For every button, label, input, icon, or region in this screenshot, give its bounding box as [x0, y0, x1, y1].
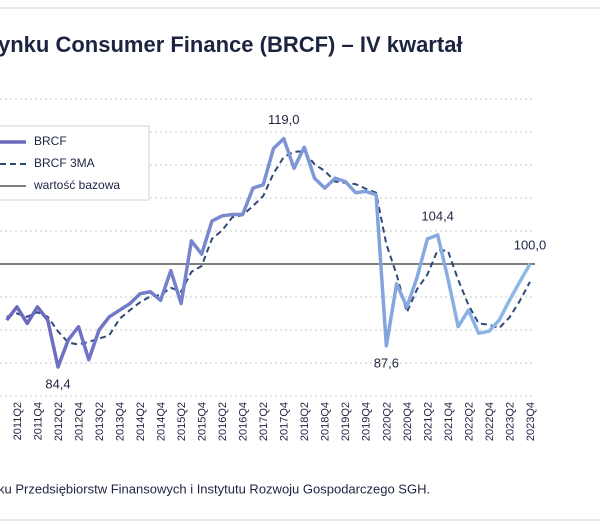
x-tick-label: 2023Q2	[504, 402, 516, 441]
x-tick-label: 2011Q4	[32, 402, 44, 440]
x-tick-label: 2013Q4	[114, 402, 126, 441]
x-tick-label: 2017Q2	[258, 402, 270, 441]
x-tick-label: 2023Q4	[525, 402, 537, 441]
x-tick-label: 2016Q4	[238, 402, 250, 441]
x-tick-label: 2017Q4	[279, 402, 291, 441]
x-tick-label: 2018Q4	[320, 402, 332, 441]
legend-label: BRCF 3MA	[34, 156, 95, 170]
x-tick-label: 2011Q2	[12, 402, 24, 440]
value-label: 104,4	[421, 208, 454, 223]
value-label: 84,4	[45, 376, 70, 391]
x-tick-label: 2019Q4	[361, 402, 373, 441]
x-tick-label: 2021Q4	[443, 402, 455, 441]
x-tick-label: 2014Q2	[135, 402, 147, 441]
value-label: 100,0	[514, 237, 547, 252]
value-label: 87,6	[374, 355, 399, 370]
x-tick-label: 2020Q2	[381, 402, 393, 441]
legend-label: wartość bazowa	[33, 178, 120, 192]
source: ku Przedsiębiorstw Finansowych i Instytu…	[0, 481, 430, 496]
x-tick-label: 2021Q2	[422, 402, 434, 441]
x-tick-label: 2015Q4	[197, 402, 209, 441]
series-line	[5, 136, 532, 369]
x-tick-label: 2014Q4	[156, 402, 168, 441]
x-tick-label: 2022Q4	[484, 402, 496, 441]
chart-title: ynku Consumer Finance (BRCF) – IV kwarta…	[0, 32, 463, 57]
x-tick-label: 2022Q2	[463, 402, 475, 441]
x-tick-label: 2012Q4	[73, 402, 85, 441]
x-tick-label: 2020Q4	[402, 402, 414, 441]
x-tick-label: 2013Q2	[94, 402, 106, 441]
x-tick-label: 2015Q2	[176, 402, 188, 441]
x-tick-label: 2016Q2	[217, 402, 229, 441]
x-tick-label: 2012Q2	[53, 402, 65, 441]
x-tick-label: 2019Q2	[340, 402, 352, 441]
x-tick-label: 2018Q2	[299, 402, 311, 441]
value-label: 119,0	[268, 112, 300, 127]
legend-label: BRCF	[34, 134, 67, 148]
